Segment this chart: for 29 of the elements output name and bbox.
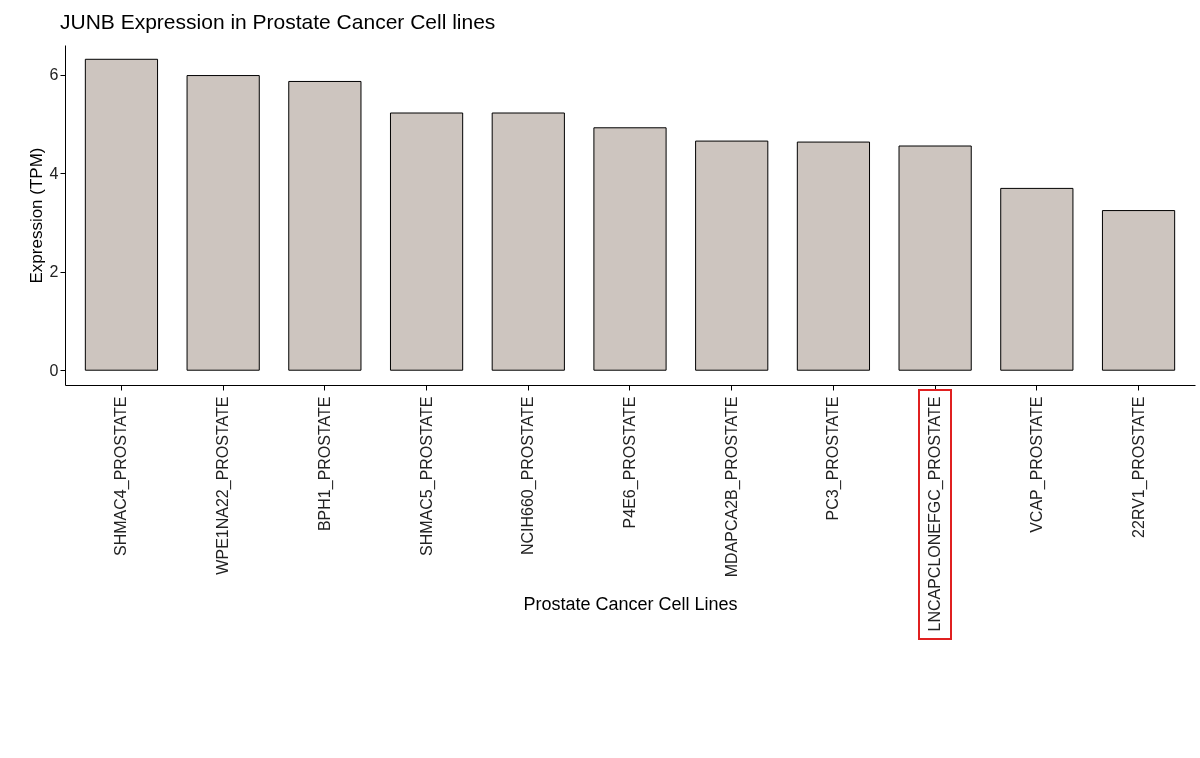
y-tick-label: 0 [49,361,59,379]
y-tick-label: 6 [49,66,59,84]
bar [593,127,667,371]
y-tick-label: 2 [49,263,59,281]
y-tick-label: 4 [49,164,59,182]
bar [898,145,972,371]
x-tick-label: NCIH660_PROSTATE [519,396,538,556]
y-axis-title: Expression (TPM) [26,147,46,284]
bar [796,141,871,371]
x-tick-label: SHMAC4_PROSTATE [112,396,131,556]
bar [491,112,565,371]
bar [695,140,769,371]
bar [84,58,159,371]
x-tick-label: SHMAC5_PROSTATE [417,396,436,556]
x-tick-label: WPE1NA22_PROSTATE [214,396,233,575]
bar [1101,210,1176,371]
x-tick-label: LNCAPCLONEFGC_PROSTATE [926,396,945,632]
bar [389,112,464,371]
bar [186,75,260,371]
x-tick-label: P4E6_PROSTATE [621,396,639,529]
x-tick-label: BPH1_PROSTATE [315,396,334,532]
x-tick-label: 22RV1_PROSTATE [1129,396,1148,538]
bar [1000,187,1074,371]
chart-title: JUNB Expression in Prostate Cancer Cell lines [60,10,496,33]
x-tick-label: VCAP_PROSTATE [1027,396,1046,533]
bar [288,80,362,371]
x-tick-label: MDAPCA2B_PROSTATE [722,396,741,578]
x-tick-label: PC3_PROSTATE [824,396,843,521]
x-axis-title: Prostate Cancer Cell Lines [523,593,738,614]
